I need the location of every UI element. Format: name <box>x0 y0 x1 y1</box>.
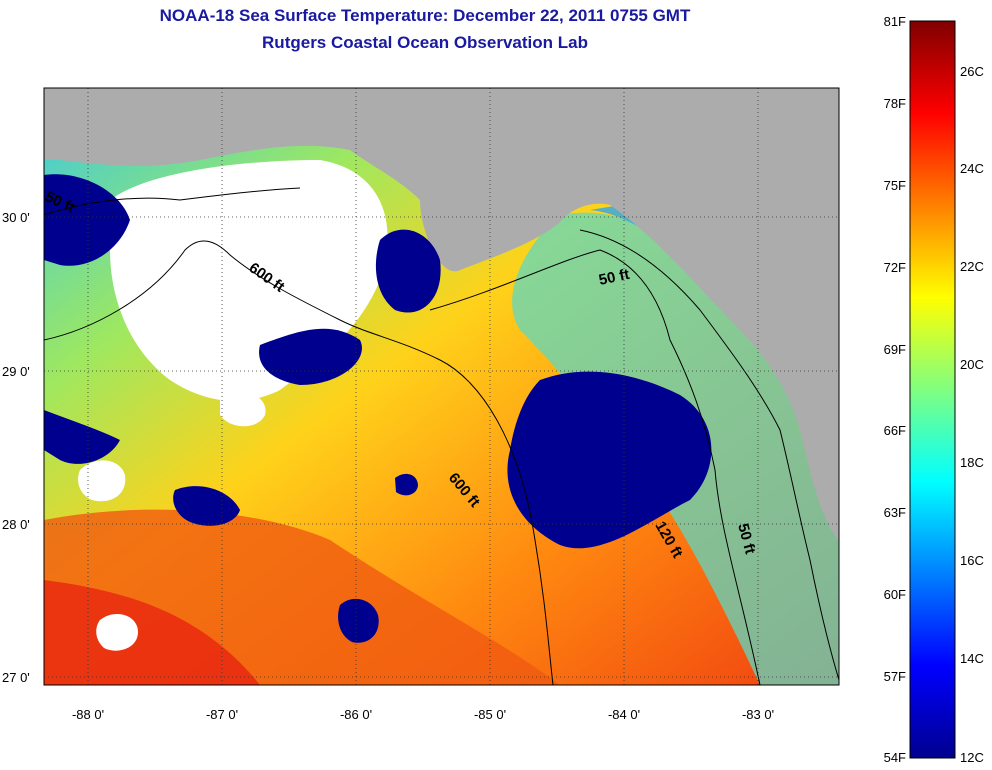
colorbar-label-c: 24C <box>960 161 984 176</box>
colorbar-celsius-labels: 26C 24C 22C 20C 18C 16C 14C 12C <box>960 64 984 765</box>
cloud-mask-small-3 <box>220 391 266 427</box>
colorbar-label-f: 63F <box>884 505 906 520</box>
lat-tick-label: 29 0' <box>2 364 30 379</box>
cold-patch-northwest-2 <box>44 410 120 464</box>
map-frame <box>43 87 840 686</box>
colorbar: 81F 78F 75F 72F 69F 66F 63F 60F 57F 54F … <box>884 14 984 765</box>
cold-patch-south-small <box>395 473 418 496</box>
lon-tick-label: -83 0' <box>742 707 774 722</box>
page-subtitle: Rutgers Coastal Ocean Observation Lab <box>262 33 588 52</box>
lon-tick-label: -85 0' <box>474 707 506 722</box>
cloud-mask-small-1 <box>78 460 126 502</box>
colorbar-label-f: 60F <box>884 587 906 602</box>
cold-patch-northwest <box>44 174 130 266</box>
colorbar-gradient <box>909 20 956 759</box>
colorbar-label-f: 57F <box>884 669 906 684</box>
colorbar-label-c: 22C <box>960 259 984 274</box>
lat-tick-label: 27 0' <box>2 670 30 685</box>
lon-tick-label: -84 0' <box>608 707 640 722</box>
lon-tick-labels: -88 0' -87 0' -86 0' -85 0' -84 0' -83 0… <box>72 707 774 722</box>
colorbar-label-f: 81F <box>884 14 906 29</box>
land-mass <box>44 88 839 540</box>
colorbar-label-f: 66F <box>884 423 906 438</box>
colorbar-label-f: 54F <box>884 750 906 765</box>
colorbar-label-f: 75F <box>884 178 906 193</box>
map-imagery: 50 ft 600 ft 600 ft 50 ft 120 ft 50 ft <box>44 88 839 685</box>
isobath-50ft-east <box>579 229 839 681</box>
graticule <box>44 88 839 685</box>
colorbar-label-f: 72F <box>884 260 906 275</box>
lat-tick-label: 28 0' <box>2 517 30 532</box>
cold-patch-east-center <box>507 371 712 549</box>
colorbar-label-c: 16C <box>960 553 984 568</box>
colorbar-fahrenheit-labels: 81F 78F 75F 72F 69F 66F 63F 60F 57F 54F <box>884 14 906 765</box>
lon-tick-label: -88 0' <box>72 707 104 722</box>
colorbar-label-c: 26C <box>960 64 984 79</box>
isobath-600ft-west <box>44 240 554 685</box>
lat-tick-label: 30 0' <box>2 210 30 225</box>
colorbar-label-c: 18C <box>960 455 984 470</box>
isobath-label-50ft-ne: 50 ft <box>597 266 631 289</box>
colorbar-label-c: 14C <box>960 651 984 666</box>
colorbar-label-c: 12C <box>960 750 984 765</box>
lat-tick-labels: 30 0' 29 0' 28 0' 27 0' <box>2 210 30 685</box>
hot-water-region <box>44 580 260 685</box>
colorbar-label-f: 69F <box>884 342 906 357</box>
colorbar-label-f: 78F <box>884 96 906 111</box>
colorbar-label-c: 20C <box>960 357 984 372</box>
page-title: NOAA-18 Sea Surface Temperature: Decembe… <box>159 6 691 25</box>
cloud-mask-small-2 <box>96 613 138 651</box>
lon-tick-label: -87 0' <box>206 707 238 722</box>
cold-patch-west-middle <box>173 486 240 526</box>
isobath-120ft-east <box>429 249 761 685</box>
cold-patch-southwest <box>338 598 379 643</box>
isobath-50ft-west <box>44 187 301 216</box>
lon-tick-label: -86 0' <box>340 707 372 722</box>
cold-patch-coastal <box>375 229 441 313</box>
